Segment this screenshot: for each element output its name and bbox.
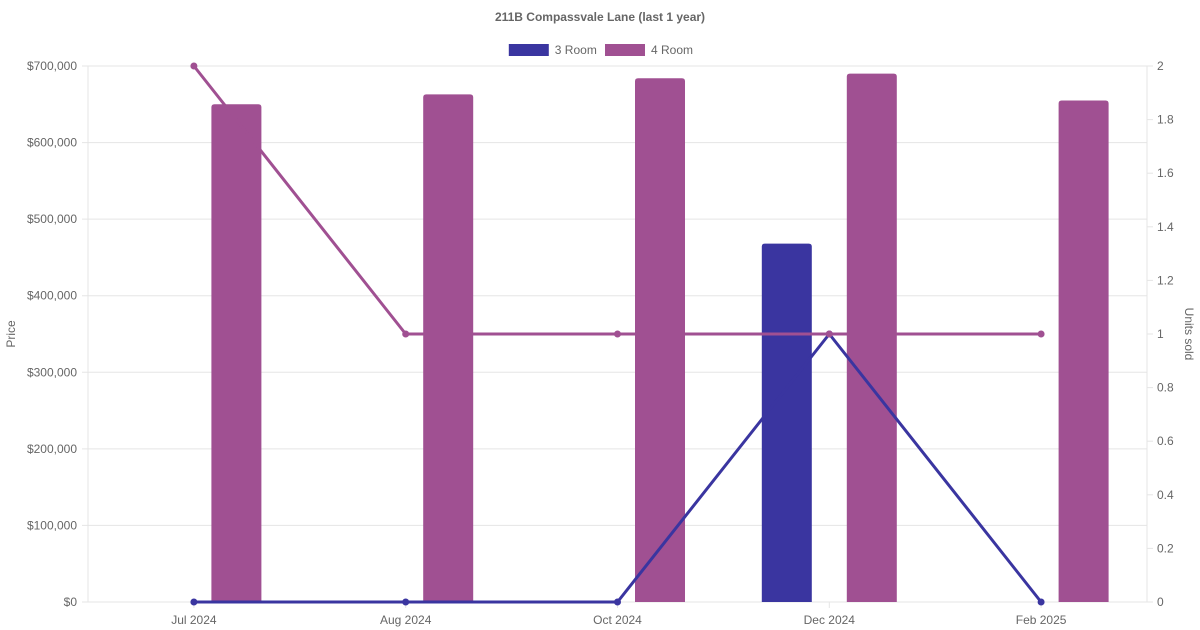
- units-sold-lines: [190, 62, 1045, 606]
- price-axis: $0 $100,000 $200,000 $300,000 $400,000 $500,0…: [27, 59, 77, 609]
- month-tick-label: Oct 2024: [593, 613, 642, 627]
- units-sold-axis-title: Units sold: [1182, 308, 1196, 361]
- month-tick-label: Jul 2024: [171, 613, 217, 627]
- legend-swatch: [508, 44, 549, 56]
- price-tick-label: $300,000: [27, 365, 77, 379]
- units-tick-label: 0.6: [1157, 434, 1174, 448]
- units-sold-point: [190, 62, 198, 70]
- units-sold-line: [193, 332, 1043, 604]
- price-bar: [635, 78, 685, 603]
- chart-title: 211B Compassvale Lane (last 1 year): [495, 10, 705, 24]
- units-sold-point: [614, 330, 621, 338]
- month-axis: Jul 2024 Aug 2024 Oct 2024 Dec 2024 Feb 2025: [171, 602, 1067, 627]
- month-tick-label: Aug 2024: [380, 613, 432, 627]
- price-bar: [211, 104, 262, 603]
- units-tick-label: 0.8: [1157, 381, 1174, 395]
- units-sold-point: [190, 598, 198, 606]
- price-tick-label: $400,000: [27, 289, 77, 303]
- price-bar: [423, 94, 474, 603]
- month-tick-label: Feb 2025: [1016, 613, 1067, 627]
- units-tick-label: 1.4: [1157, 220, 1174, 234]
- units-sold-point: [1037, 330, 1045, 338]
- price-tick-label: $200,000: [27, 442, 77, 456]
- units-tick-label: 0.2: [1157, 541, 1174, 555]
- units-sold-point: [1037, 598, 1045, 606]
- price-bar: [846, 73, 897, 602]
- legend: 3 Room 4 Room: [508, 43, 693, 57]
- units-tick-label: 1.6: [1157, 166, 1174, 180]
- price-tick-label: $600,000: [27, 136, 77, 150]
- month-tick-label: Dec 2024: [804, 613, 856, 627]
- price-tick-label: $0: [64, 595, 78, 609]
- legend-swatch: [605, 44, 645, 56]
- units-sold-point: [402, 598, 410, 606]
- units-tick-label: 2: [1157, 59, 1164, 73]
- price-tick-label: $500,000: [27, 212, 77, 226]
- units-tick-label: 1.8: [1157, 113, 1174, 127]
- legend-label: 3 Room: [555, 43, 597, 57]
- units-sold-line: [192, 65, 1042, 336]
- units-tick-label: 1: [1157, 327, 1164, 341]
- price-axis-title: Price: [4, 320, 18, 348]
- units-sold-point: [825, 330, 833, 338]
- legend-label: 4 Room: [651, 43, 693, 57]
- price-tick-label: $700,000: [27, 59, 77, 73]
- price-bar: [761, 243, 812, 602]
- units-sold-axis: 0 0.2 0.4 0.6 0.8 1 1.2 1.4 1.6 1.8 2: [1147, 59, 1174, 609]
- units-tick-label: 1.2: [1157, 273, 1174, 287]
- price-bar: [1058, 100, 1109, 602]
- units-sold-point: [614, 598, 621, 606]
- price-bars: [211, 73, 1109, 603]
- price-tick-label: $100,000: [27, 518, 77, 532]
- units-sold-point: [402, 330, 410, 338]
- units-tick-label: 0: [1157, 595, 1164, 609]
- units-tick-label: 0.4: [1157, 488, 1174, 502]
